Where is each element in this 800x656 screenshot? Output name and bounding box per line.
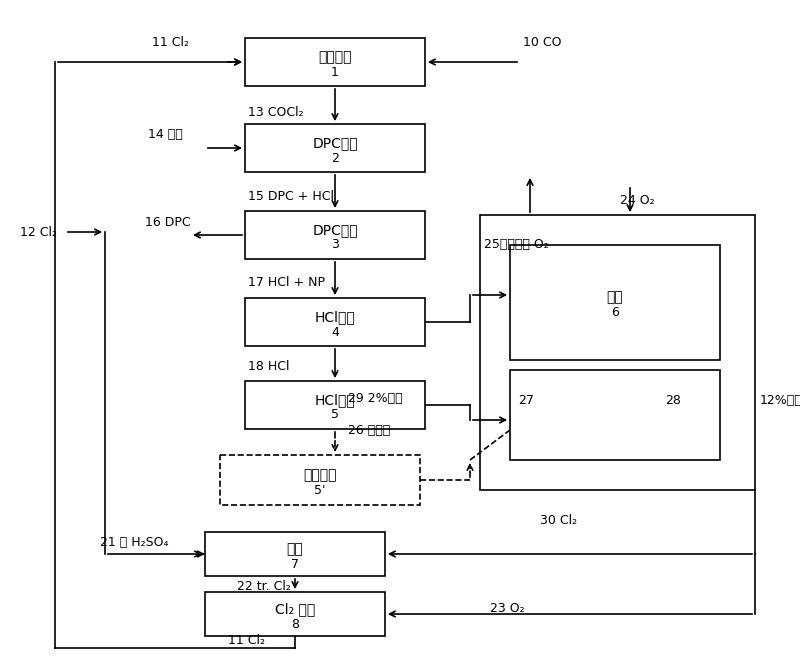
Bar xyxy=(245,211,425,259)
Text: 7: 7 xyxy=(291,558,299,571)
Text: 5: 5 xyxy=(331,409,339,422)
Bar xyxy=(205,532,385,576)
Text: 10 CO: 10 CO xyxy=(523,35,562,49)
Text: 15 DPC + HCl: 15 DPC + HCl xyxy=(248,190,334,203)
Bar xyxy=(510,245,720,360)
Bar xyxy=(220,455,420,505)
Text: 18 HCl: 18 HCl xyxy=(248,361,290,373)
Text: 光气制备: 光气制备 xyxy=(318,50,352,64)
Text: 2: 2 xyxy=(331,152,339,165)
Text: 14 苯酚: 14 苯酚 xyxy=(148,129,182,142)
Text: HCl纯化: HCl纯化 xyxy=(314,310,355,324)
Text: DPC分离: DPC分离 xyxy=(312,223,358,237)
Text: Cl₂ 纯化: Cl₂ 纯化 xyxy=(275,602,315,616)
Text: 25未反应的 O₂: 25未反应的 O₂ xyxy=(484,239,549,251)
Text: 21 浓 H₂SO₄: 21 浓 H₂SO₄ xyxy=(100,535,169,548)
Text: DPC制备: DPC制备 xyxy=(312,136,358,150)
Text: 6: 6 xyxy=(611,306,619,319)
Text: 11 Cl₂: 11 Cl₂ xyxy=(228,634,265,647)
Bar xyxy=(245,38,425,86)
Text: 16 DPC: 16 DPC xyxy=(145,216,190,230)
Text: 4: 4 xyxy=(331,325,339,338)
Text: 1: 1 xyxy=(331,66,339,79)
Text: 11 Cl₂: 11 Cl₂ xyxy=(152,35,189,49)
Text: 30 Cl₂: 30 Cl₂ xyxy=(540,514,577,527)
Text: 26 浓盐酸: 26 浓盐酸 xyxy=(348,424,390,436)
Text: 28: 28 xyxy=(665,394,681,407)
Text: 5': 5' xyxy=(314,483,326,497)
Bar xyxy=(510,370,720,460)
Text: 干燥: 干燥 xyxy=(286,542,303,556)
Text: 12%盐酸: 12%盐酸 xyxy=(760,394,800,407)
Text: 12 Cl₂: 12 Cl₂ xyxy=(20,226,57,239)
Text: 盐酸纯化: 盐酸纯化 xyxy=(303,468,337,482)
Bar xyxy=(245,381,425,429)
Bar xyxy=(480,215,755,490)
Bar xyxy=(245,298,425,346)
Text: 23 O₂: 23 O₂ xyxy=(490,602,525,615)
Text: 17 HCl + NP: 17 HCl + NP xyxy=(248,276,325,289)
Text: 8: 8 xyxy=(291,617,299,630)
Text: 27: 27 xyxy=(518,394,534,407)
Bar xyxy=(245,124,425,172)
Text: 29 2%盐酸: 29 2%盐酸 xyxy=(348,392,402,405)
Text: 13 COCl₂: 13 COCl₂ xyxy=(248,106,304,119)
Text: HCl吸收: HCl吸收 xyxy=(314,393,355,407)
Text: 22 tr. Cl₂: 22 tr. Cl₂ xyxy=(237,581,291,594)
Bar xyxy=(205,592,385,636)
Text: 24 O₂: 24 O₂ xyxy=(620,194,654,207)
Text: 电解: 电解 xyxy=(606,291,623,304)
Text: 3: 3 xyxy=(331,239,339,251)
